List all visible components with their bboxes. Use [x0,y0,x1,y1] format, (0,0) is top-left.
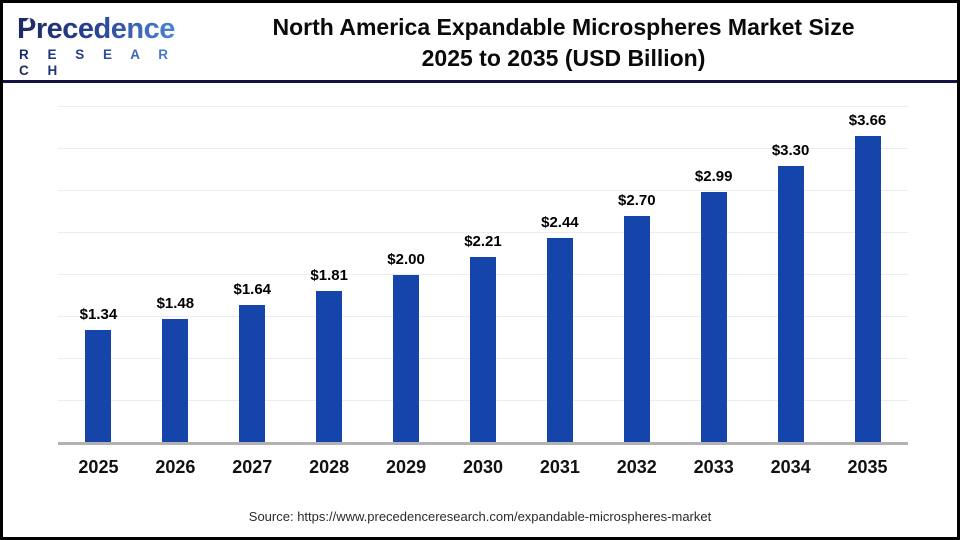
chart-title-line2: 2025 to 2035 (USD Billion) [421,45,706,71]
bar [700,191,727,443]
bar [469,257,496,443]
bar-column: $1.81 [291,107,368,443]
bar-chart: $1.34 $1.48 $1.64 $1.81 $2.00 $2.21 $2.44 $2.70… [3,83,957,537]
header-divider [3,80,957,83]
plot-area: $1.34 $1.48 $1.64 $1.81 $2.00 $2.21 $2.44 $2.70… [58,106,908,445]
chart-title-line1: North America Expandable Microspheres Ma… [272,14,855,40]
bar-column: $2.21 [445,107,522,443]
bar [623,216,650,443]
bar-value-label: $2.21 [464,233,502,251]
bar [546,238,573,443]
logo-subtitle: R E S E A R C H [17,47,182,79]
bar-column: $2.70 [598,107,675,443]
bar-value-label: $1.64 [233,281,272,299]
header: Precedence R E S E A R C H North America… [3,3,957,80]
gridline [58,148,908,149]
bar-value-label: $3.66 [848,111,887,129]
source-note: Source: https://www.precedenceresearch.c… [248,509,712,524]
x-axis-line [58,442,908,445]
x-axis-label: 2029 [386,457,427,477]
bar-column: $2.99 [675,107,752,443]
leaf-icon [25,17,31,29]
bar-column: $1.34 [60,107,137,443]
bar [777,165,804,443]
bar-value-label: $2.44 [541,214,579,232]
bar-column: $2.44 [521,107,598,443]
x-axis-label: 2033 [693,457,734,477]
bar-value-label: $2.70 [618,192,656,210]
precedence-research-logo: Precedence R E S E A R C H [17,13,182,79]
bar [393,275,420,443]
gridline [58,190,908,191]
x-axis-label: 2026 [155,457,196,477]
x-axis-label: 2035 [847,457,888,477]
x-axis-label: 2031 [539,457,580,477]
gridline [58,106,908,107]
bar-value-label: $2.99 [694,167,733,185]
bar-value-label: $1.81 [310,266,348,284]
x-axis-label: 2032 [616,457,657,477]
x-axis-labels: 2025 2026 2027 2028 2029 2030 2031 2032 2033 2034… [60,457,906,478]
bar [854,135,881,443]
bar-value-label: $2.00 [387,251,425,268]
bar-column: $2.00 [368,107,445,443]
bar [85,330,112,443]
x-axis-label: 2028 [309,457,350,477]
x-axis-label: 2030 [462,457,503,477]
x-axis-label: 2034 [770,457,811,477]
logo-wordmark: Precedence [17,13,182,45]
bar-value-label: $1.48 [156,294,195,312]
x-axis-label: 2027 [232,457,273,477]
bar-column: $1.64 [214,107,291,443]
bar [316,290,343,443]
x-axis-label: 2025 [78,457,119,477]
bar-column: $1.48 [137,107,214,443]
gridline [58,232,908,233]
logo-text: Precedence [17,13,175,45]
bar [162,318,189,443]
bar-column: $3.30 [752,107,829,443]
bar [239,305,266,443]
bar-column: $3.66 [829,107,906,443]
chart-title: North America Expandable Microspheres Ma… [178,12,949,74]
bar-value-label: $3.30 [771,141,810,159]
bar-value-label: $1.34 [79,306,118,324]
